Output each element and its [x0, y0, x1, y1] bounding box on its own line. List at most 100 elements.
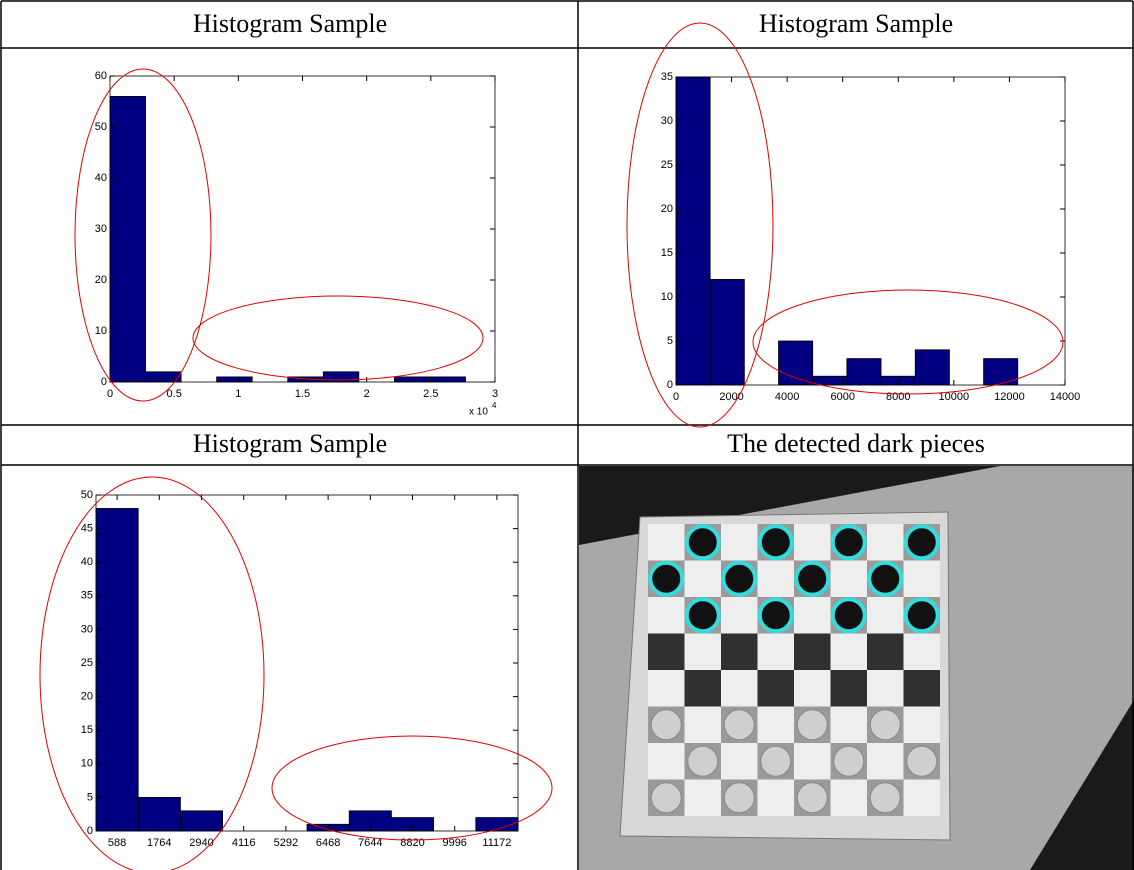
- y-tick-label: 15: [661, 247, 673, 259]
- bar: [138, 797, 180, 831]
- document-table: Histogram Sample Histogram Sample Histog…: [0, 0, 1134, 870]
- board-square: [794, 524, 831, 561]
- light-piece: [907, 746, 937, 776]
- board-square: [794, 670, 831, 707]
- plot-area: [110, 76, 495, 382]
- y-tick-label: 0: [87, 825, 93, 837]
- board-square: [721, 524, 758, 561]
- bar: [110, 96, 146, 382]
- y-tick-label: 10: [81, 758, 93, 770]
- bar: [96, 508, 138, 831]
- light-piece: [651, 783, 681, 813]
- board-square: [685, 561, 722, 598]
- x-tick-label: 2: [364, 388, 370, 400]
- x-tick-label: 0: [107, 388, 113, 400]
- y-tick-label: 20: [95, 274, 107, 286]
- light-piece: [797, 783, 827, 813]
- bar: [847, 359, 881, 385]
- x-tick-label: 11172: [482, 837, 511, 849]
- board-square: [758, 707, 795, 744]
- board-square: [685, 780, 722, 817]
- board-square: [721, 634, 758, 671]
- board-square: [685, 634, 722, 671]
- board-square: [831, 707, 868, 744]
- y-tick-label: 20: [661, 203, 673, 215]
- axis-multiplier: x 10: [469, 407, 488, 418]
- board-square: [648, 670, 685, 707]
- board-square: [867, 670, 904, 707]
- y-tick-label: 30: [661, 115, 673, 127]
- bar: [813, 376, 847, 385]
- bar: [984, 359, 1018, 385]
- y-tick-label: 35: [661, 71, 673, 83]
- y-tick-label: 40: [95, 172, 107, 184]
- axis-multiplier-exponent: 4: [492, 401, 497, 410]
- board-square: [685, 670, 722, 707]
- x-tick-label: 2000: [719, 391, 743, 403]
- board-square: [831, 561, 868, 598]
- light-piece: [651, 710, 681, 740]
- board-square: [758, 561, 795, 598]
- light-piece: [724, 710, 754, 740]
- y-tick-label: 0: [667, 379, 673, 391]
- board-square: [867, 524, 904, 561]
- cell-header: Histogram Sample: [759, 9, 953, 38]
- board-square: [831, 670, 868, 707]
- x-tick-label: 1.5: [295, 388, 310, 400]
- y-tick-label: 10: [95, 325, 107, 337]
- board-square: [904, 670, 941, 707]
- bar: [710, 279, 744, 385]
- y-tick-label: 50: [95, 121, 107, 133]
- x-tick-label: 6000: [830, 391, 854, 403]
- light-piece: [834, 746, 864, 776]
- bar: [394, 377, 430, 382]
- y-tick-label: 60: [95, 70, 107, 82]
- board-square: [721, 670, 758, 707]
- light-piece: [797, 710, 827, 740]
- x-tick-label: 3: [492, 388, 498, 400]
- cell-header: The detected dark pieces: [727, 429, 985, 458]
- cell-header: Histogram Sample: [193, 429, 387, 458]
- light-piece: [761, 746, 791, 776]
- y-tick-label: 5: [667, 335, 673, 347]
- bar: [676, 77, 710, 385]
- y-tick-label: 25: [661, 159, 673, 171]
- x-tick-label: 1764: [147, 837, 171, 849]
- board-square: [867, 743, 904, 780]
- bar: [217, 377, 253, 382]
- x-tick-label: 5292: [274, 837, 298, 849]
- x-tick-label: 0: [673, 391, 679, 403]
- x-tick-label: 4000: [775, 391, 799, 403]
- bar: [430, 377, 466, 382]
- board-square: [831, 634, 868, 671]
- x-tick-label: 12000: [994, 391, 1025, 403]
- x-tick-label: 8000: [886, 391, 910, 403]
- board-square: [648, 634, 685, 671]
- board-square: [685, 707, 722, 744]
- x-tick-label: 14000: [1050, 391, 1081, 403]
- board-square: [831, 780, 868, 817]
- y-tick-label: 40: [81, 556, 93, 568]
- y-tick-label: 20: [81, 691, 93, 703]
- board-square: [648, 743, 685, 780]
- board-square: [904, 634, 941, 671]
- photo: [579, 466, 1134, 870]
- board-square: [648, 597, 685, 634]
- y-tick-label: 35: [81, 590, 93, 602]
- cell-header: Histogram Sample: [193, 9, 387, 38]
- x-tick-label: 2940: [189, 837, 213, 849]
- board-square: [721, 743, 758, 780]
- y-tick-label: 10: [661, 291, 673, 303]
- board-square: [867, 634, 904, 671]
- y-tick-label: 45: [81, 523, 93, 535]
- x-tick-label: 588: [108, 837, 126, 849]
- board-square: [648, 524, 685, 561]
- light-piece: [724, 783, 754, 813]
- board-square: [758, 634, 795, 671]
- y-tick-label: 25: [81, 657, 93, 669]
- page: {"chart_data": [ {"type": "histogram", "…: [0, 0, 1134, 870]
- board-square: [758, 780, 795, 817]
- x-tick-label: 4116: [232, 837, 256, 849]
- bar: [915, 350, 949, 385]
- y-tick-label: 30: [95, 223, 107, 235]
